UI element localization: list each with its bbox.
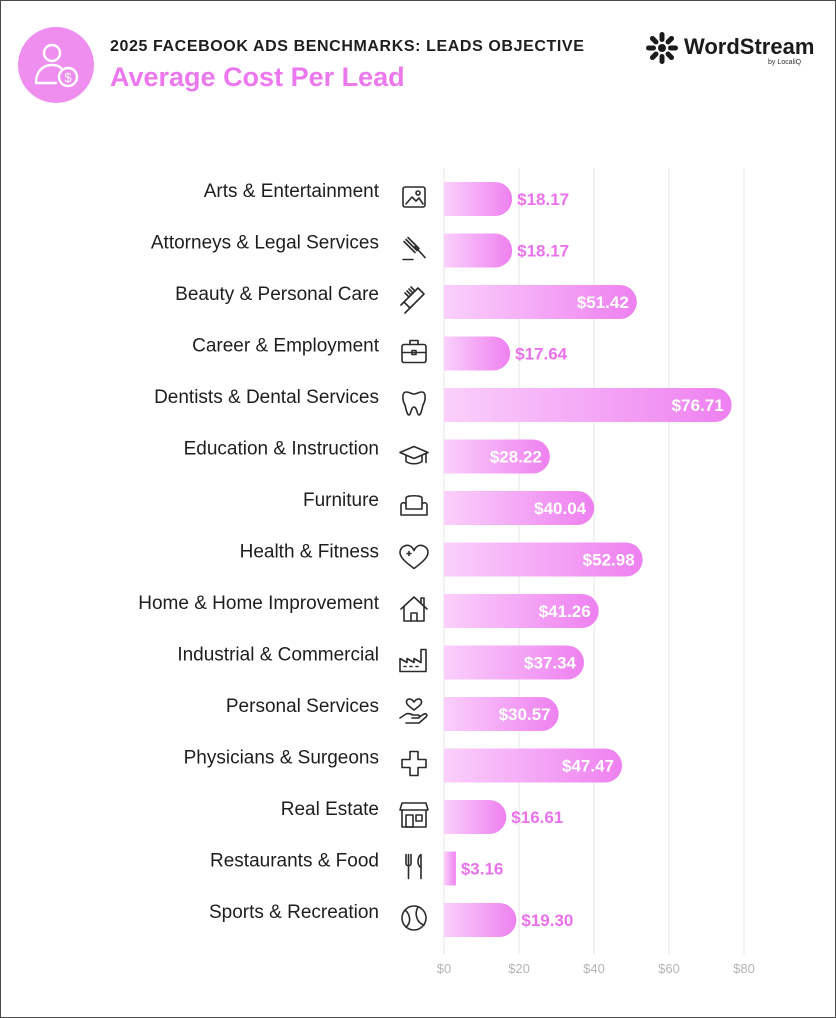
bar <box>444 697 559 731</box>
bar <box>444 285 637 319</box>
user-dollar-icon: $ <box>18 27 94 103</box>
gavel-icon <box>402 236 426 261</box>
graduation-cap-icon <box>399 445 429 465</box>
chart-title: Average Cost Per Lead <box>110 62 405 92</box>
ball-icon <box>401 905 427 931</box>
house-icon <box>400 596 428 622</box>
wordstream-logo-icon <box>646 32 678 64</box>
category-label: Home & Home Improvement <box>138 593 379 614</box>
category-label: Industrial & Commercial <box>177 645 379 666</box>
bar <box>444 388 732 422</box>
bar <box>444 645 585 680</box>
category-label: Restaurants & Food <box>210 851 379 872</box>
x-tick-label: $0 <box>437 961 451 976</box>
bar <box>444 594 599 628</box>
value-label: $51.42 <box>577 293 629 312</box>
fork-knife-icon <box>405 853 422 880</box>
bar <box>444 182 513 216</box>
value-label: $52.98 <box>583 551 635 570</box>
x-tick-label: $40 <box>583 961 605 976</box>
value-label: $28.22 <box>490 448 542 467</box>
brand-subtitle: by LocaliQ <box>768 59 802 66</box>
category-label: Physicians & Surgeons <box>184 748 379 769</box>
comb-icon <box>400 286 425 314</box>
value-label: $3.16 <box>461 860 504 879</box>
category-label: Furniture <box>303 490 379 511</box>
value-label: $76.71 <box>672 396 724 415</box>
bar <box>444 439 550 474</box>
value-label: $37.34 <box>524 654 577 673</box>
tooth-icon <box>402 391 426 416</box>
armchair-icon <box>400 494 428 516</box>
value-label: $16.61 <box>511 808 563 827</box>
category-label: Education & Instruction <box>184 439 379 460</box>
x-tick-label: $60 <box>658 961 680 976</box>
value-label: $17.64 <box>515 345 568 364</box>
category-label: Sports & Recreation <box>209 902 379 923</box>
value-label: $19.30 <box>521 911 573 930</box>
super-title: 2025 FACEBOOK ADS BENCHMARKS: LEADS OBJE… <box>110 38 585 55</box>
value-label: $18.17 <box>517 190 569 209</box>
value-label: $40.04 <box>534 499 587 518</box>
category-label: Personal Services <box>226 696 379 717</box>
value-label: $41.26 <box>539 602 591 621</box>
category-label: Dentists & Dental Services <box>154 387 379 408</box>
value-label: $30.57 <box>499 705 551 724</box>
bar <box>444 748 623 783</box>
brand-name: WordStream <box>684 34 815 59</box>
factory-icon <box>399 648 427 673</box>
hand-heart-icon <box>399 698 428 724</box>
value-label: $18.17 <box>517 242 569 261</box>
heart-icon <box>399 544 429 570</box>
category-label: Career & Employment <box>192 336 380 357</box>
bar <box>444 800 507 834</box>
medical-cross-icon <box>401 750 427 777</box>
storefront-icon <box>399 802 429 828</box>
bar <box>444 851 456 886</box>
value-label: $47.47 <box>562 757 614 776</box>
bar <box>444 542 643 577</box>
category-label: Health & Fitness <box>240 542 379 563</box>
bar <box>444 903 517 937</box>
brand: WordStream by LocaliQ <box>644 30 824 70</box>
category-label: Beauty & Personal Care <box>175 284 379 305</box>
x-tick-label: $20 <box>508 961 530 976</box>
image-icon <box>402 186 426 208</box>
category-label: Arts & Entertainment <box>204 181 380 202</box>
category-label: Real Estate <box>281 799 379 820</box>
bar <box>444 491 595 525</box>
bar <box>444 336 511 371</box>
briefcase-icon <box>401 339 427 364</box>
bar <box>444 233 513 268</box>
svg-text:$: $ <box>64 70 72 85</box>
category-label: Attorneys & Legal Services <box>151 233 379 254</box>
x-tick-label: $80 <box>733 961 755 976</box>
